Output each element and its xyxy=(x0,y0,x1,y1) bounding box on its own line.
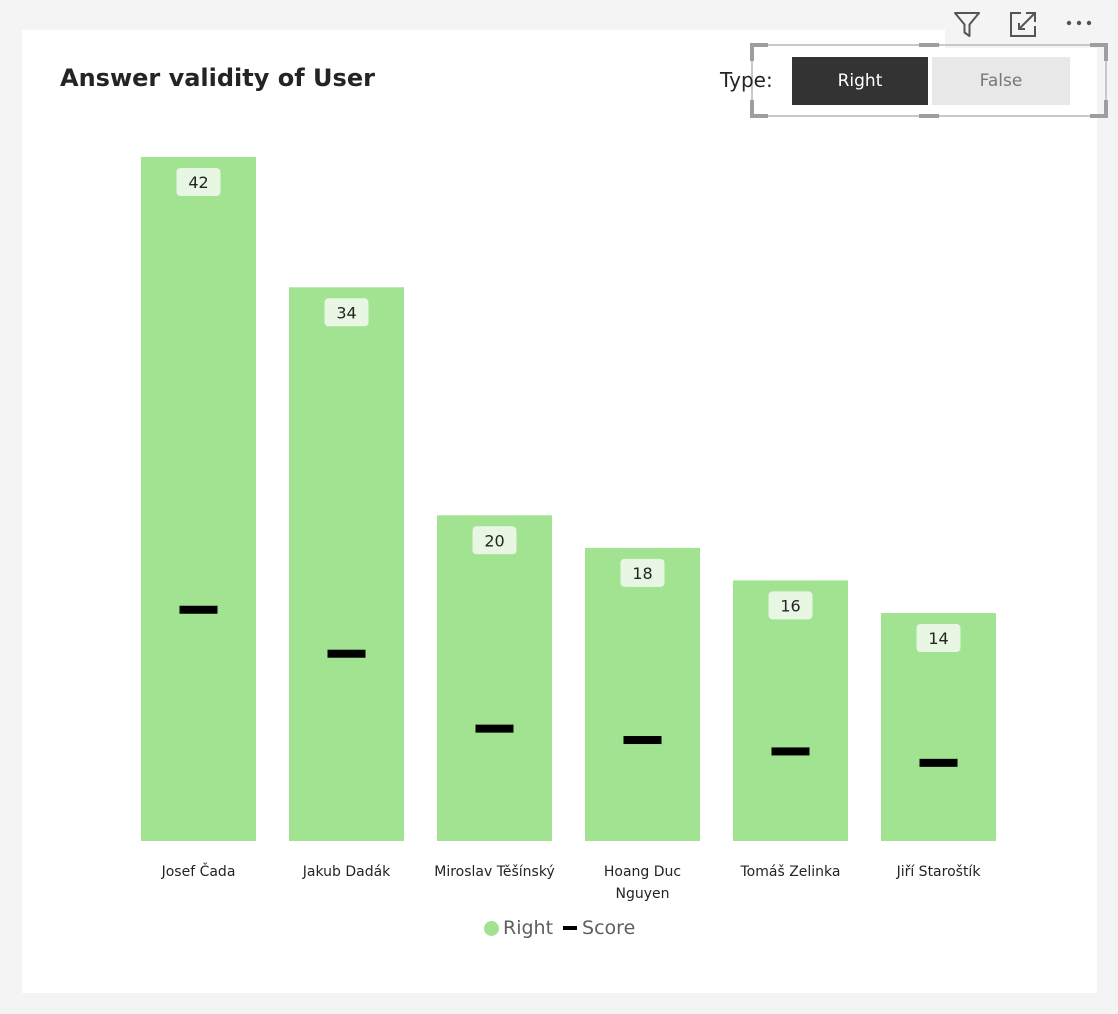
data-label-bg xyxy=(620,558,665,587)
resize-handle[interactable] xyxy=(919,43,939,47)
x-tick-label: Miroslav Těšínský xyxy=(434,864,555,880)
score-marker[interactable] xyxy=(327,649,366,658)
x-tick-label: Hoang Duc xyxy=(604,864,681,880)
score-marker[interactable] xyxy=(179,605,218,614)
resize-handle[interactable] xyxy=(750,43,768,61)
legend-right-label[interactable]: Right xyxy=(503,917,554,939)
bar[interactable] xyxy=(141,157,256,841)
score-marker[interactable] xyxy=(623,736,662,745)
visual-header xyxy=(945,0,1105,48)
resize-handle[interactable] xyxy=(919,114,939,118)
filter-icon[interactable] xyxy=(949,6,985,42)
data-label-bg xyxy=(768,591,813,620)
more-options-icon[interactable] xyxy=(1061,6,1097,42)
slicer-selection-frame xyxy=(750,43,1108,118)
slicer-label: Type: xyxy=(720,68,773,92)
data-label-bg xyxy=(472,526,517,555)
resize-handle[interactable] xyxy=(750,100,768,118)
slicer-option-right[interactable]: Right xyxy=(792,57,928,105)
x-tick-label: Josef Čada xyxy=(161,862,236,880)
legend-score-swatch xyxy=(563,926,578,930)
bar[interactable] xyxy=(585,547,700,841)
resize-handle[interactable] xyxy=(1090,100,1108,118)
x-tick-label: Jiří Staroštík xyxy=(896,864,982,880)
data-label-bg xyxy=(916,624,961,652)
data-label: 14 xyxy=(928,629,948,648)
bar[interactable] xyxy=(437,515,552,841)
data-label-bg xyxy=(324,298,369,327)
resize-handle[interactable] xyxy=(1090,43,1108,61)
score-marker[interactable] xyxy=(919,758,958,767)
data-label-bg xyxy=(176,168,221,196)
data-label: 20 xyxy=(484,531,504,550)
data-label: 42 xyxy=(188,173,208,192)
bar[interactable] xyxy=(733,580,848,841)
legend-score-label[interactable]: Score xyxy=(582,917,636,939)
legend-right-swatch xyxy=(484,920,499,936)
score-marker[interactable] xyxy=(771,747,810,756)
data-label: 34 xyxy=(336,303,356,322)
x-tick-label: Jakub Dadák xyxy=(302,864,391,880)
x-tick-label: Tomáš Zelinka xyxy=(740,864,841,880)
slicer-option-false[interactable]: False xyxy=(932,57,1070,105)
chart-title: Answer validity of User xyxy=(60,64,375,92)
legend: Right Score xyxy=(484,917,635,939)
x-tick-label: Nguyen xyxy=(615,886,669,902)
data-label: 18 xyxy=(632,564,652,583)
focus-mode-icon[interactable] xyxy=(1005,6,1041,42)
data-label: 16 xyxy=(780,596,800,615)
score-marker[interactable] xyxy=(475,724,514,733)
bar[interactable] xyxy=(289,287,404,841)
